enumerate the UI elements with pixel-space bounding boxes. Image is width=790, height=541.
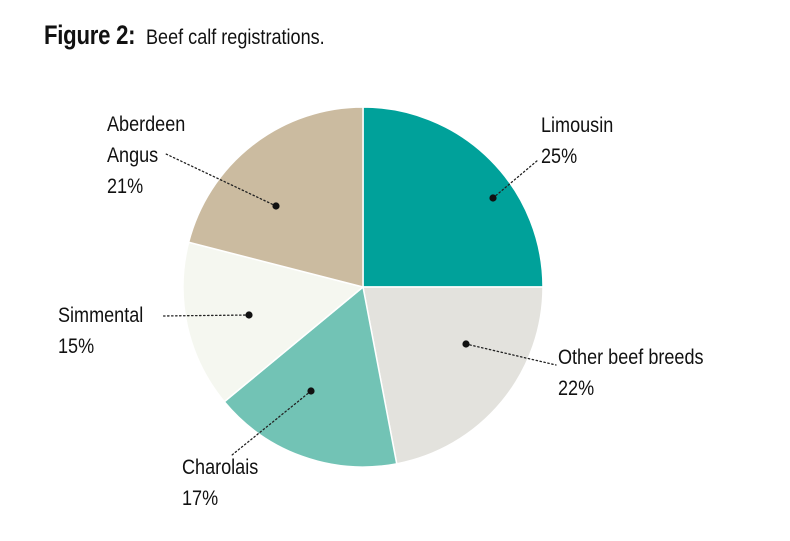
leader-line-simmental [161, 314, 250, 317]
slice-label-aberdeen-angus: Aberdeen [107, 113, 185, 137]
pie-slice-aberdeen-angus [187, 106, 364, 288]
pie-slice-simmental [182, 241, 365, 403]
leader-line-other-beef-breeds [465, 343, 557, 366]
slice-dot-simmental [245, 311, 253, 319]
slice-value-label-charolais: 17% [182, 487, 218, 511]
slice-dot-limousin [489, 194, 497, 202]
slice-label-aberdeen-angus: Angus [107, 144, 158, 168]
slice-label-other-beef-breeds: Other beef breeds [558, 346, 704, 370]
slice-value-label-limousin: 25% [541, 145, 577, 169]
leader-line-limousin [492, 159, 539, 199]
chart-subtitle: Beef calf registrations. [145, 26, 325, 49]
figure-label: Figure 2: [44, 20, 136, 50]
pie-slice-limousin [362, 106, 544, 288]
pie-slice-charolais [223, 285, 398, 468]
slice-value-label-other-beef-breeds: 22% [558, 377, 594, 401]
chart-title: Figure 2: Beef calf registrations. [44, 20, 354, 51]
slice-dot-charolais [307, 387, 315, 395]
slice-label-simmental: Simmental [58, 304, 143, 328]
slice-value-label-aberdeen-angus: 21% [107, 175, 143, 199]
leader-line-charolais [231, 390, 312, 456]
slice-value-label-simmental: 15% [58, 335, 94, 359]
pie-slice-other-beef-breeds [362, 286, 544, 465]
slice-label-charolais: Charolais [182, 456, 258, 480]
slice-dot-aberdeen-angus [272, 202, 280, 210]
slice-dot-other-beef-breeds [462, 340, 470, 348]
slice-label-limousin: Limousin [541, 114, 613, 138]
leader-line-aberdeen-angus [165, 153, 277, 207]
